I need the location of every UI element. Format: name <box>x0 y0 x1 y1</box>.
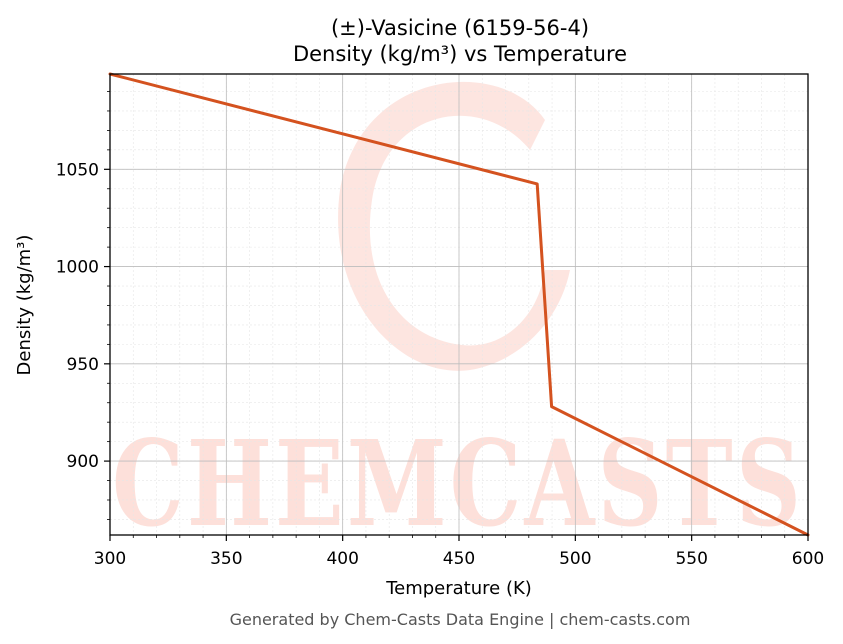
x-tick-label: 350 <box>210 549 242 569</box>
y-tick-label: 1050 <box>56 160 99 180</box>
x-axis-label: Temperature (K) <box>385 578 532 599</box>
x-tick-label: 400 <box>326 549 358 569</box>
watermark-swirl <box>338 81 570 371</box>
x-tick-label: 300 <box>94 549 126 569</box>
footer-credit: Generated by Chem-Casts Data Engine | ch… <box>230 610 691 629</box>
x-tick-label: 450 <box>443 549 475 569</box>
x-tick-label: 500 <box>559 549 591 569</box>
chart-subtitle: Density (kg/m³) vs Temperature <box>293 42 627 66</box>
x-tick-label: 600 <box>792 549 824 569</box>
y-axis-label: Density (kg/m³) <box>14 235 35 376</box>
y-tick-label: 900 <box>67 452 99 472</box>
x-axis: 300 350 400 450 500 550 600 <box>94 535 824 569</box>
chart-title: (±)-Vasicine (6159-56-4) <box>331 16 589 40</box>
x-tick-label: 550 <box>675 549 707 569</box>
series-layer <box>108 72 810 537</box>
watermark-text: CHEMCASTS <box>112 414 804 553</box>
y-tick-label: 950 <box>67 355 99 375</box>
y-axis: 900 950 1000 1050 <box>56 91 110 520</box>
density-series-line <box>108 72 810 537</box>
y-tick-label: 1000 <box>56 258 99 278</box>
